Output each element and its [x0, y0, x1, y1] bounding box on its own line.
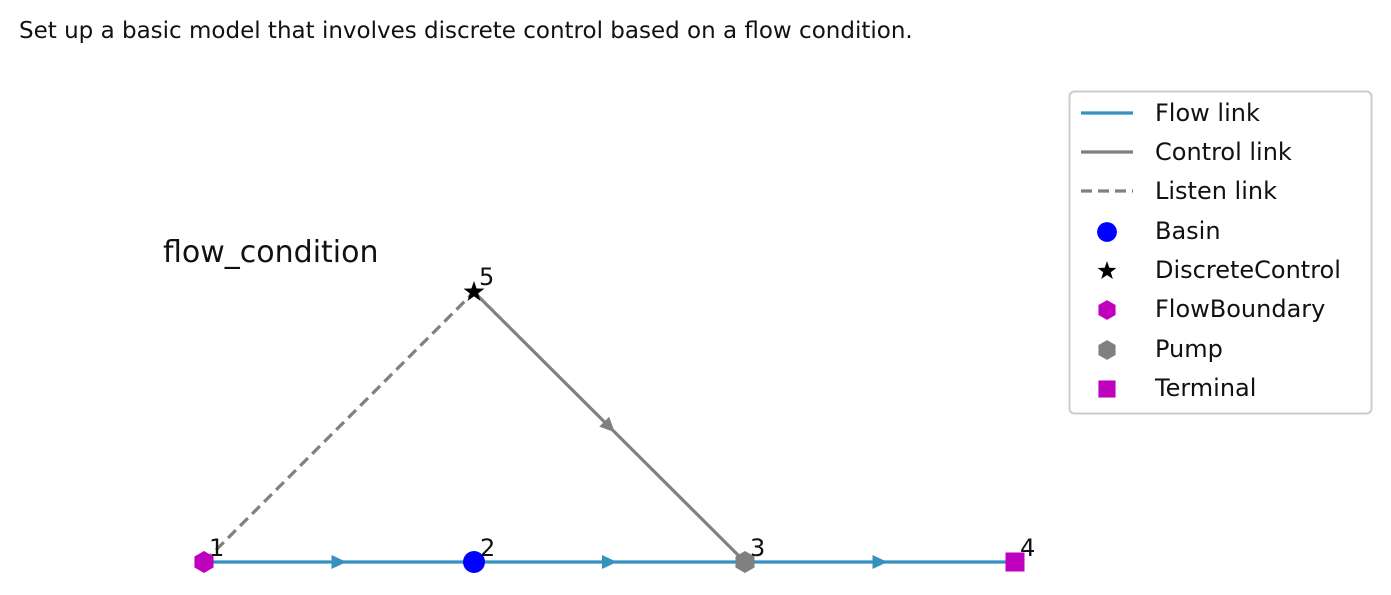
node-label-2: 2 — [480, 534, 495, 562]
node-label-5: 5 — [479, 263, 494, 291]
flow-arrowhead-3-4 — [872, 555, 888, 569]
legend-symbols — [1081, 111, 1133, 398]
node-labels-layer: 1 2 3 4 5 — [209, 263, 1035, 562]
node-2-basin — [463, 551, 485, 573]
legend-label-basin: Basin — [1155, 217, 1221, 245]
node-1-flowboundary — [194, 551, 214, 573]
node-4-terminal — [1005, 552, 1025, 572]
legend-label-listen-link: Listen link — [1155, 177, 1277, 205]
legend-symbol-flowboundary — [1098, 300, 1116, 320]
legend-symbol-basin — [1097, 222, 1117, 242]
legend-label-flow-link: Flow link — [1155, 99, 1260, 127]
legend-label-control-link: Control link — [1155, 138, 1292, 166]
node-5-discretecontrol — [463, 281, 485, 301]
legend: Flow link Control link Listen link Basin… — [1068, 90, 1373, 415]
legend-label-pump: Pump — [1155, 335, 1223, 363]
legend-symbol-pump — [1098, 340, 1116, 360]
listen-link-1-5 — [202, 290, 476, 564]
legend-symbol-discretecontrol — [1097, 261, 1117, 280]
control-arrowhead-5-3 — [599, 416, 615, 433]
legend-label-discrete-control: DiscreteControl — [1155, 256, 1341, 284]
legend-frame — [1068, 90, 1373, 415]
nodes-layer — [194, 281, 1025, 573]
legend-label-flow-boundary: FlowBoundary — [1155, 295, 1325, 323]
node-label-1: 1 — [209, 534, 224, 562]
node-label-3: 3 — [750, 534, 765, 562]
diagram-title: flow_condition — [163, 235, 379, 270]
figure-caption: Set up a basic model that involves discr… — [19, 18, 913, 44]
legend-label-terminal: Terminal — [1154, 374, 1256, 402]
legend-symbol-terminal — [1098, 380, 1116, 398]
node-label-4: 4 — [1020, 534, 1035, 562]
flow-arrowhead-2-3 — [602, 555, 617, 569]
edges-layer — [202, 290, 1015, 569]
flow-arrowhead-1-2 — [331, 555, 347, 569]
node-3-pump — [735, 551, 755, 573]
